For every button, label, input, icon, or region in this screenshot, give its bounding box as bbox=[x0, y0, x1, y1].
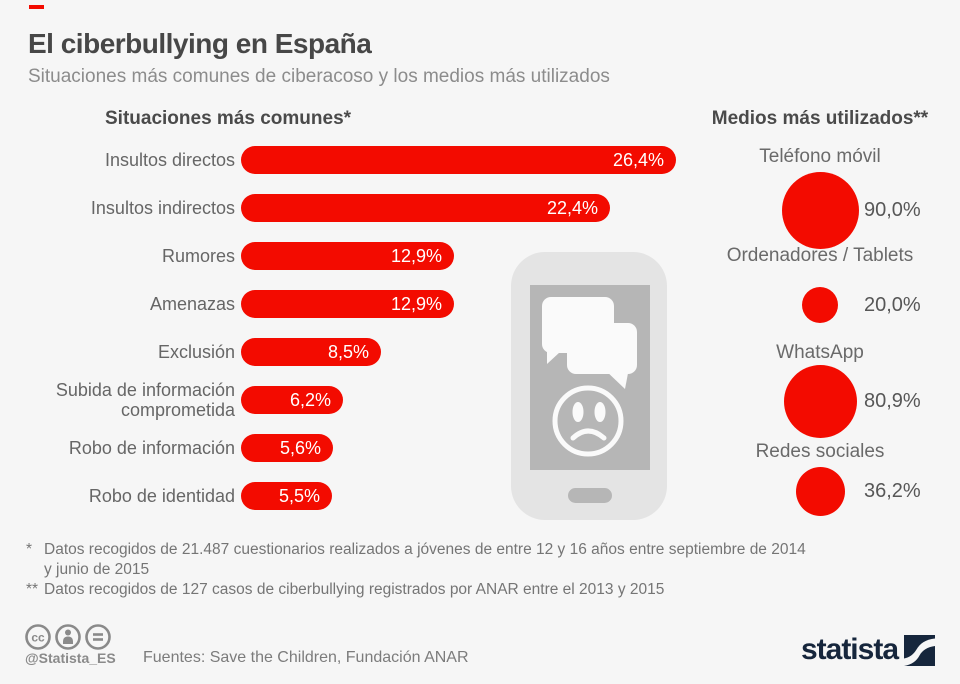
bar-row: Robo de identidad 5,5% bbox=[20, 472, 700, 520]
bubble-category-label: Ordenadores / Tablets bbox=[726, 245, 914, 266]
bubble bbox=[795, 466, 845, 516]
bar: 6,2% bbox=[241, 386, 343, 414]
bar: 26,4% bbox=[241, 146, 676, 174]
svg-text:cc: cc bbox=[31, 631, 45, 645]
bubble-value-label: 20,0% bbox=[864, 294, 921, 316]
bar-row: Amenazas 12,9% bbox=[20, 280, 700, 328]
bar-row: Subida de información comprometida 6,2% bbox=[20, 376, 700, 424]
bar-value-label: 12,9% bbox=[390, 246, 442, 266]
bar-chart: Insultos directos 26,4% Insultos indirecto… bbox=[20, 136, 700, 520]
cc-license-icons: cc bbox=[25, 624, 111, 650]
sources-text: Fuentes: Save the Children, Fundación AN… bbox=[143, 649, 469, 666]
accent-dash bbox=[29, 5, 44, 9]
footnotes: * Datos recogidos de 21.487 cuestionario… bbox=[26, 540, 806, 600]
bubble-chart-heading: Medios más utilizados** bbox=[711, 108, 929, 129]
bar-value-label: 5,5% bbox=[278, 486, 320, 506]
bar: 22,4% bbox=[241, 194, 610, 222]
bar-chart-heading: Situaciones más comunes* bbox=[105, 108, 352, 129]
bar-category-label: Robo de información bbox=[68, 438, 235, 458]
bar-row: Exclusión 8,5% bbox=[20, 328, 700, 376]
bar-value-label: 8,5% bbox=[327, 342, 369, 362]
phone-chat-icon bbox=[511, 252, 667, 520]
bubble-value-label: 90,0% bbox=[864, 199, 921, 221]
bubble-category-label: Teléfono móvil bbox=[759, 146, 881, 167]
bubble-category-label: Redes sociales bbox=[755, 441, 885, 462]
cc-license-icon: cc bbox=[25, 624, 51, 650]
bar-value-label: 22,4% bbox=[546, 198, 598, 218]
bar: 5,5% bbox=[241, 482, 332, 510]
bubble-category-label: WhatsApp bbox=[776, 342, 864, 363]
bar-category-label: Robo de identidad bbox=[88, 486, 235, 506]
statista-logo-mark bbox=[904, 634, 935, 666]
page-title: El ciberbullying en España bbox=[28, 28, 372, 59]
footnote-2: ** Datos recogidos de 127 casos de ciber… bbox=[26, 580, 806, 600]
bar: 8,5% bbox=[241, 338, 381, 366]
footnote-marker: * bbox=[26, 541, 33, 558]
footnote-marker: ** bbox=[26, 581, 39, 598]
footnote-line: Datos recogidos de 127 casos de ciberbul… bbox=[44, 581, 665, 598]
bar: 12,9% bbox=[241, 242, 454, 270]
footnote-1: * Datos recogidos de 21.487 cuestionario… bbox=[26, 540, 806, 580]
statista-logo-text: statista bbox=[800, 633, 899, 666]
bar-category-label: Insultos indirectos bbox=[90, 198, 235, 218]
twitter-handle: @Statista_ES bbox=[25, 650, 116, 666]
bubble bbox=[781, 171, 859, 249]
bar-value-label: 26,4% bbox=[612, 150, 664, 170]
bubble-value-label: 36,2% bbox=[864, 480, 921, 502]
bar-value-label: 6,2% bbox=[289, 390, 331, 410]
bubble-value-label: 80,9% bbox=[864, 390, 921, 412]
bar-row: Insultos directos 26,4% bbox=[20, 136, 700, 184]
footnote-line: y junio de 2015 bbox=[44, 561, 150, 578]
bubble bbox=[783, 364, 857, 438]
bar-row: Rumores 12,9% bbox=[20, 232, 700, 280]
bar: 12,9% bbox=[241, 290, 454, 318]
attribution-icon bbox=[55, 624, 81, 650]
bar-row: Robo de información 5,6% bbox=[20, 424, 700, 472]
bubble bbox=[802, 287, 838, 323]
page-subtitle: Situaciones más comunes de ciberacoso y … bbox=[28, 66, 610, 87]
bar-category-label: Rumores bbox=[161, 246, 235, 266]
bar-category-label: Insultos directos bbox=[104, 150, 235, 170]
footnote-line: Datos recogidos de 21.487 cuestionarios … bbox=[44, 541, 806, 558]
bubble-chart: Teléfono móvil 90,0% Ordenadores / Tablets… bbox=[695, 136, 945, 536]
bar-category-label: Amenazas bbox=[149, 294, 235, 314]
bar-category-label: Exclusión bbox=[157, 342, 235, 362]
bar-category-label: Subida de información comprometida bbox=[55, 380, 235, 420]
statista-logo: statista bbox=[801, 633, 935, 667]
bar-row: Insultos indirectos 22,4% bbox=[20, 184, 700, 232]
equal-icon bbox=[85, 624, 111, 650]
bar-value-label: 12,9% bbox=[390, 294, 442, 314]
bar-value-label: 5,6% bbox=[279, 438, 321, 458]
bar: 5,6% bbox=[241, 434, 333, 462]
